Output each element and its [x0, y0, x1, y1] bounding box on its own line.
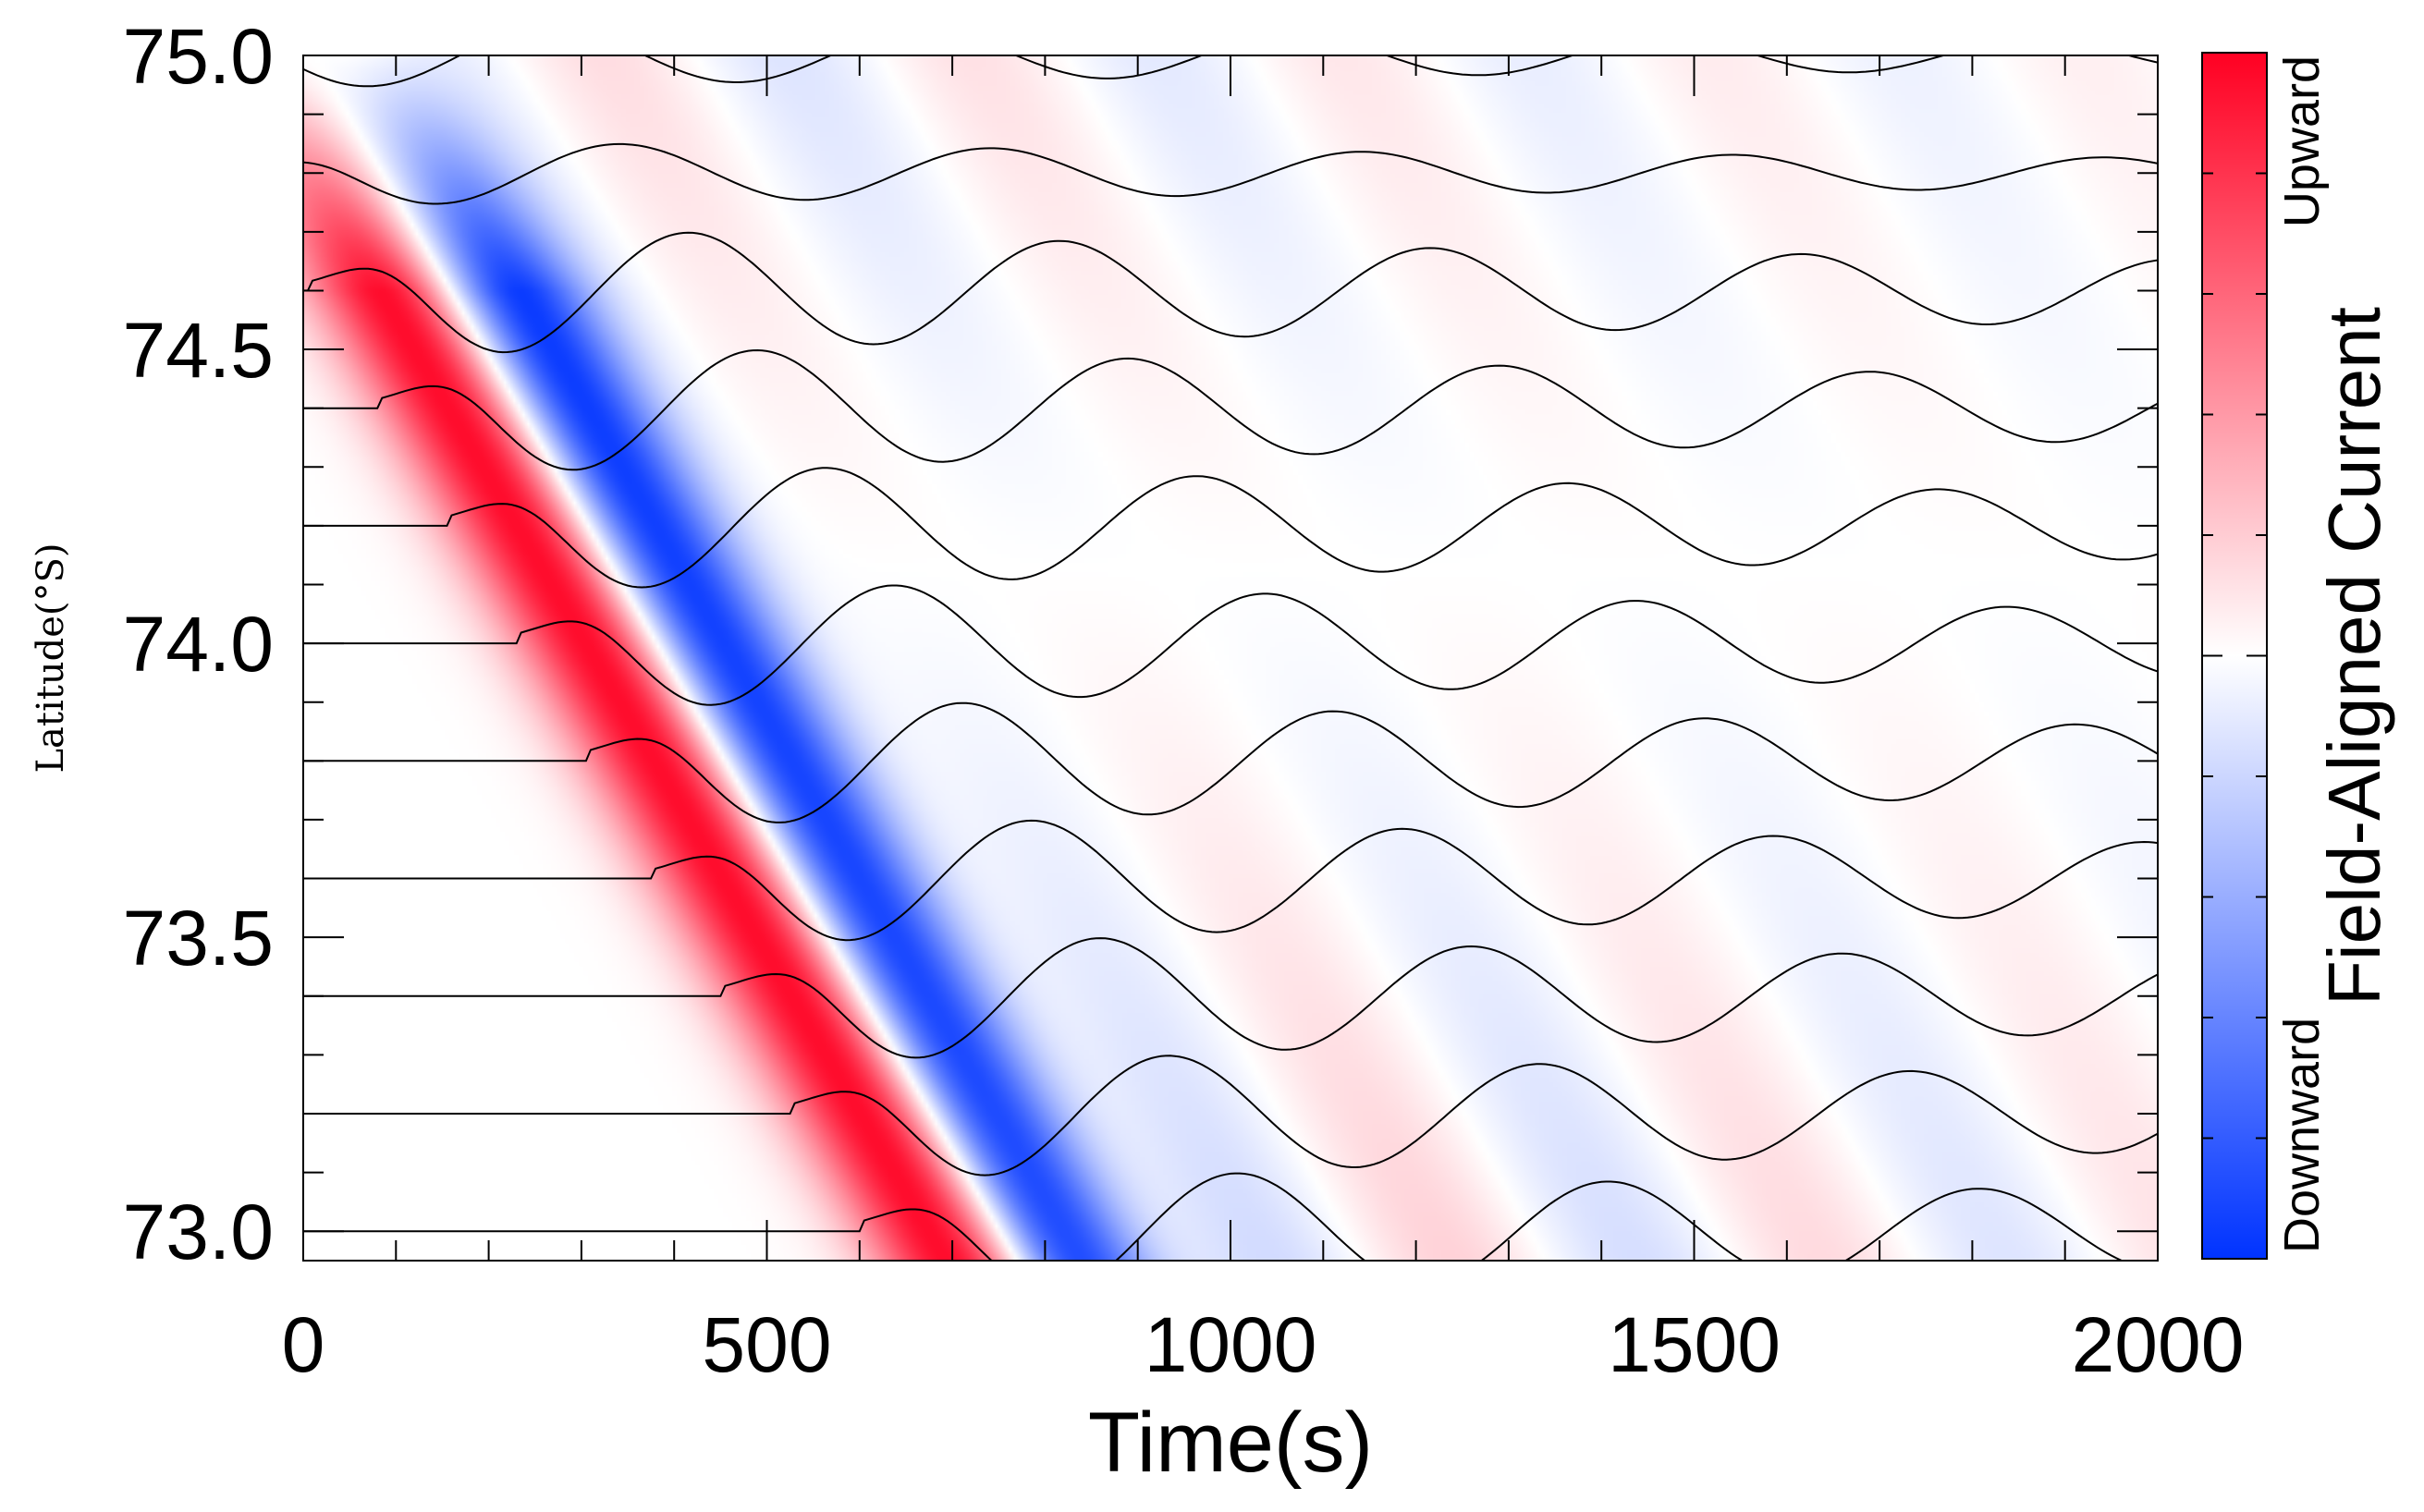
- field-line-2: [303, 937, 2158, 1059]
- y-tick-label: 75.0: [123, 13, 275, 100]
- field-lines-group: [303, 55, 2158, 1261]
- y-tick-label: 73.5: [123, 895, 275, 982]
- field-line-9: [303, 142, 2158, 205]
- field-line-7: [303, 348, 2158, 471]
- y-axis-title: Latitude(°S): [30, 543, 72, 773]
- field-line-0: [303, 1172, 2124, 1261]
- colorbar-downward-label: Downward: [2274, 1018, 2330, 1253]
- y-tick-label: 73.0: [123, 1189, 275, 1275]
- colorbar-title: Field-Aligned Current: [2313, 307, 2395, 1006]
- field-line-4: [303, 701, 2158, 823]
- plot-frame: [302, 55, 2159, 1262]
- field-line-6: [303, 467, 2158, 589]
- y-tick-label: 74.0: [123, 601, 275, 688]
- x-tick-label: 1500: [1608, 1301, 1781, 1388]
- field-line-5: [303, 584, 2158, 706]
- field-line-3: [303, 819, 2158, 942]
- x-tick-label: 0: [282, 1301, 325, 1388]
- x-tick-labels: 0 500 1000 1500 2000: [282, 1301, 2245, 1388]
- y-tick-labels: 73.0 73.5 74.0 74.5 75.0: [123, 13, 275, 1275]
- x-tick-label: 1000: [1145, 1301, 1317, 1388]
- colorbar-upward-label: Upward: [2274, 55, 2330, 227]
- colorbar-ticks: [2202, 52, 2267, 1260]
- x-tick-label: 2000: [2072, 1301, 2245, 1388]
- field-line-10: [303, 55, 2158, 88]
- field-line-8: [303, 231, 2158, 354]
- y-tick-label: 74.5: [123, 307, 275, 394]
- field-aligned-current-heatmap: [303, 55, 2158, 1261]
- x-tick-label: 500: [702, 1301, 831, 1388]
- field-line-1: [303, 1055, 2158, 1177]
- x-axis-title: Time(s): [1088, 1396, 1373, 1490]
